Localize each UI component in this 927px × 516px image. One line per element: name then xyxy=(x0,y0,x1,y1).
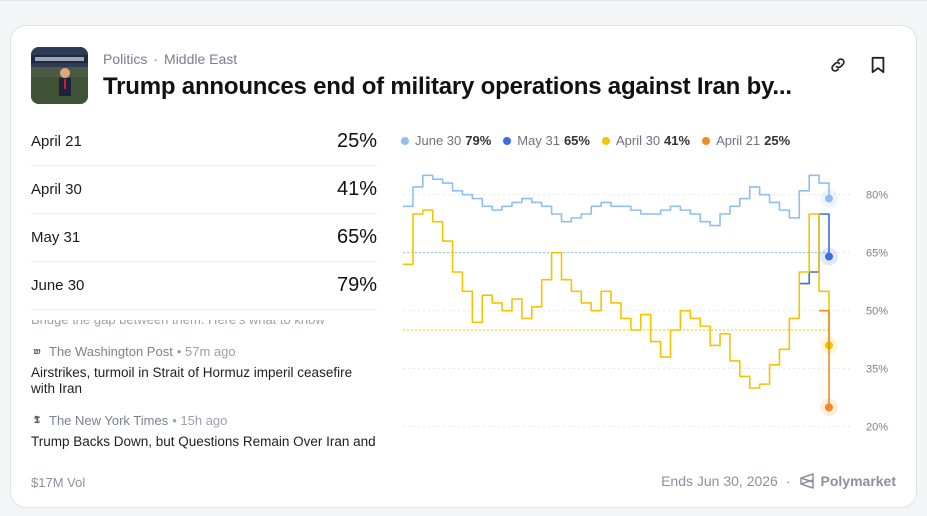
chart-legend: June 30 79% May 31 65% April 30 41% April 2… xyxy=(401,133,802,148)
y-tick-label: 20% xyxy=(866,422,888,434)
y-tick-label: 80% xyxy=(866,190,888,202)
series-end-dot xyxy=(825,252,833,261)
legend-item[interactable]: April 21 25% xyxy=(702,133,790,148)
legend-swatch xyxy=(702,136,711,145)
market-thumbnail[interactable] xyxy=(31,47,88,104)
footer-separator: · xyxy=(785,473,791,489)
outcome-percent: 25% xyxy=(336,130,377,152)
news-clipped-text: Bridge the gap between them. Here's what… xyxy=(31,320,377,328)
news-headline[interactable]: Airstrikes, turmoil in Strait of Hormuz … xyxy=(31,365,353,396)
washington-post-icon: 𝔴 xyxy=(33,346,41,357)
link-icon[interactable] xyxy=(827,54,849,76)
legend-swatch xyxy=(401,136,409,145)
outcome-percent: 41% xyxy=(336,178,377,200)
outcome-label: June 30 xyxy=(31,277,85,294)
outcome-percent: 79% xyxy=(336,274,377,296)
end-date: Ends Jun 30, 2026 xyxy=(661,473,778,489)
y-tick-label: 65% xyxy=(866,248,888,260)
outcome-row[interactable]: June 30 79% xyxy=(31,262,377,310)
new-york-times-icon: 𝕿 xyxy=(33,415,41,426)
outcome-label: May 31 xyxy=(31,229,81,246)
series-end-dot xyxy=(825,403,833,412)
news-source[interactable]: 𝔴 The Washington Post • 57m ago xyxy=(31,344,377,359)
series-line xyxy=(403,174,830,227)
top-divider xyxy=(0,0,927,1)
outcome-list: April 21 25% April 30 41% May 31 65% Jun… xyxy=(31,118,377,310)
news-time: • 15h ago xyxy=(172,413,228,428)
legend-item[interactable]: April 30 41% xyxy=(601,133,690,148)
outcome-row[interactable]: May 31 65% xyxy=(31,214,377,262)
news-source-name: The New York Times xyxy=(49,413,169,428)
outcome-percent: 65% xyxy=(336,226,377,248)
outcome-row[interactable]: April 30 41% xyxy=(31,166,377,214)
card-footer: Ends Jun 30, 2026 · Polymarket xyxy=(661,473,896,489)
category-link[interactable]: Politics xyxy=(103,51,148,67)
y-tick-label: 35% xyxy=(866,364,888,376)
outcome-row[interactable]: April 21 25% xyxy=(31,118,377,166)
news-source-name: The Washington Post xyxy=(49,344,173,359)
legend-item[interactable]: May 31 65% xyxy=(503,133,590,148)
news-headline[interactable]: Trump Backs Down, but Questions Remain O… xyxy=(31,434,376,449)
outcome-label: April 30 xyxy=(31,181,82,198)
market-card: Politics · Middle East Trump announces end… xyxy=(10,25,917,508)
price-history-chart[interactable]: 80% 65% 50% 35% 20% xyxy=(11,26,916,507)
news-feed: Bridge the gap between them. Here's what… xyxy=(31,320,377,457)
news-time: • 57m ago xyxy=(176,344,236,359)
market-title[interactable]: Trump announces end of military operatio… xyxy=(103,73,792,100)
news-source[interactable]: 𝕿 The New York Times • 15h ago xyxy=(31,413,377,428)
outcome-label: April 21 xyxy=(31,133,82,150)
y-tick-label: 50% xyxy=(866,306,888,318)
breadcrumb: Politics · Middle East xyxy=(103,51,237,67)
series-line xyxy=(819,309,830,408)
volume-label: $17M Vol xyxy=(31,475,86,490)
bookmark-icon[interactable] xyxy=(867,54,889,76)
polymarket-logo-icon xyxy=(799,473,814,489)
legend-item[interactable]: June 30 79% xyxy=(401,133,491,148)
polymarket-brand[interactable]: Polymarket xyxy=(820,473,896,489)
series-end-dot xyxy=(825,194,833,203)
subcategory-link[interactable]: Middle East xyxy=(164,51,238,67)
breadcrumb-separator: · xyxy=(153,51,159,67)
legend-swatch xyxy=(601,136,610,145)
series-line xyxy=(403,209,830,389)
legend-swatch xyxy=(503,136,512,145)
